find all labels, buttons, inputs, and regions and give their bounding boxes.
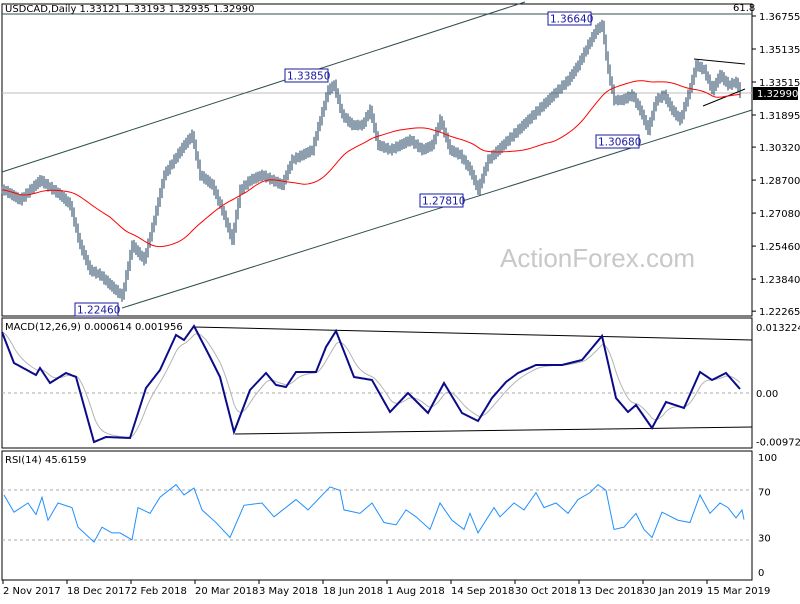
macd-tick-label: 0.013224 [756, 323, 800, 334]
rsi-tick-label: 70 [758, 488, 771, 499]
svg-text:1.30680: 1.30680 [598, 137, 641, 149]
price-tick-label: 1.35135 [759, 45, 800, 56]
x-tick-label: 30 Jan 2019 [643, 586, 703, 597]
price-annotation: 1.22460 [74, 302, 120, 317]
price-tick-label: 1.28700 [759, 176, 800, 187]
price-tick-label: 1.22265 [759, 307, 800, 318]
price-tick-label: 1.33515 [759, 78, 800, 89]
triangle-upper-line [693, 58, 746, 65]
price-tick-label: 1.31895 [759, 111, 800, 122]
x-tick-label: 18 Dec 2017 [67, 586, 131, 597]
x-tick-label: 20 Mar 2018 [195, 586, 258, 597]
macd-panel [1, 317, 753, 449]
x-tick-label: 2 Nov 2017 [3, 586, 61, 597]
price-tick-label: 1.23840 [759, 275, 800, 286]
price-title: USDCAD,Daily 1.33121 1.33193 1.32935 1.3… [5, 4, 255, 15]
price-annotation: 1.30680 [595, 134, 641, 149]
macd-upper-trendline [193, 326, 753, 341]
svg-text:1.33850: 1.33850 [287, 71, 330, 83]
rsi-tick-label: 30 [758, 534, 771, 545]
price-annotation: 1.33850 [284, 68, 330, 83]
channel-lower-line [121, 109, 753, 309]
x-tick-label: 30 Oct 2018 [515, 586, 577, 597]
triangle-lower-line [702, 88, 746, 107]
fib-level-label: 61.8 [733, 3, 755, 14]
price-tick-label: 1.25460 [759, 242, 800, 253]
macd-tick-label: 0.00 [756, 389, 778, 400]
price-tick-label: 1.30320 [759, 143, 800, 154]
macd-tick-label: -0.009721 [756, 438, 800, 449]
x-tick-label: 2 Feb 2018 [131, 586, 187, 597]
svg-text:1.36640: 1.36640 [550, 14, 593, 26]
price-annotation: 1.27810 [419, 193, 465, 208]
rsi-line [3, 483, 745, 543]
x-tick-label: 13 Dec 2018 [579, 586, 643, 597]
watermark: ActionForex.com [500, 243, 695, 273]
rsi-panel [1, 450, 753, 581]
price-tick-label: 1.27080 [759, 209, 800, 220]
rsi-tick-label: 0 [758, 568, 764, 579]
x-tick-label: 18 Jun 2018 [323, 586, 383, 597]
rsi-tick-label: 100 [758, 453, 777, 464]
svg-text:1.27810: 1.27810 [422, 196, 465, 208]
channel-upper-line [1, 1, 526, 173]
x-tick-label: 14 Sep 2018 [451, 586, 514, 597]
moving-average-line [2, 80, 741, 248]
price-tick-label: 1.36755 [759, 12, 800, 23]
x-tick-label: 3 May 2018 [259, 586, 318, 597]
x-tick-label: 15 Mar 2019 [707, 586, 770, 597]
x-tick-label: 1 Aug 2018 [387, 586, 445, 597]
macd-lower-trendline [234, 426, 753, 435]
price-panel [1, 3, 753, 317]
svg-text:1.22460: 1.22460 [77, 305, 120, 317]
price-annotation: 1.36640 [547, 11, 593, 26]
rsi-title: RSI(14) 45.6159 [5, 455, 86, 466]
macd-title: MACD(12,26,9) 0.000614 0.001956 [5, 322, 183, 333]
current-price-label: 1.32990 [757, 89, 798, 100]
current-price-badge [753, 87, 798, 100]
macd-line [1, 324, 741, 444]
